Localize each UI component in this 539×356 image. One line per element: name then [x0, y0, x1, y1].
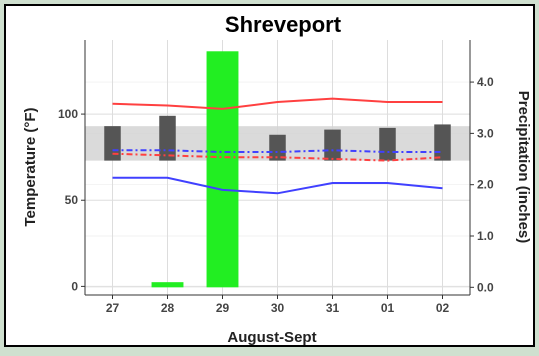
plot-area: 0 50 100 0.0 1.0 2.0 3.0 4.0 27 28 29 30 31 01 02 — [58, 40, 494, 315]
observed-temp-bar — [434, 124, 451, 161]
y2-tick-label: 1.0 — [477, 229, 494, 243]
x-tick-label: 30 — [271, 301, 285, 315]
chart-title: Shreveport — [225, 12, 342, 37]
y2-tick-label: 4.0 — [477, 75, 494, 89]
y-tick-label: 0 — [71, 279, 78, 293]
x-tick-label: 27 — [106, 301, 120, 315]
y-tick-label: 50 — [65, 193, 79, 207]
y2-tick-label: 0.0 — [477, 280, 494, 294]
record-low-line — [112, 176, 443, 195]
x-tick-label: 28 — [161, 301, 175, 315]
y2-tick-label: 2.0 — [477, 178, 494, 192]
observed-temp-bar — [324, 129, 341, 161]
x-axis-label: August-Sept — [227, 329, 316, 346]
observed-temp-bar — [159, 115, 176, 161]
y2-axis-label: Precipitation (inches) — [515, 91, 532, 244]
y-axis-label: Temperature (°F) — [22, 107, 39, 226]
record-high-line — [112, 97, 443, 110]
precip-bar — [206, 51, 239, 288]
x-tick-label: 01 — [381, 301, 395, 315]
x-tick-label: 02 — [436, 301, 450, 315]
y-tick-label: 100 — [58, 107, 78, 121]
observed-temp-bar — [104, 126, 121, 161]
precip-bar — [151, 282, 184, 288]
observed-temp-bar — [379, 127, 396, 161]
x-tick-label: 29 — [216, 301, 230, 315]
normal-high-line — [112, 149, 443, 153]
x-tick-label: 31 — [326, 301, 340, 315]
normal-low-line — [112, 152, 443, 162]
y2-tick-label: 3.0 — [477, 126, 494, 140]
observed-temp-bar — [269, 134, 286, 161]
